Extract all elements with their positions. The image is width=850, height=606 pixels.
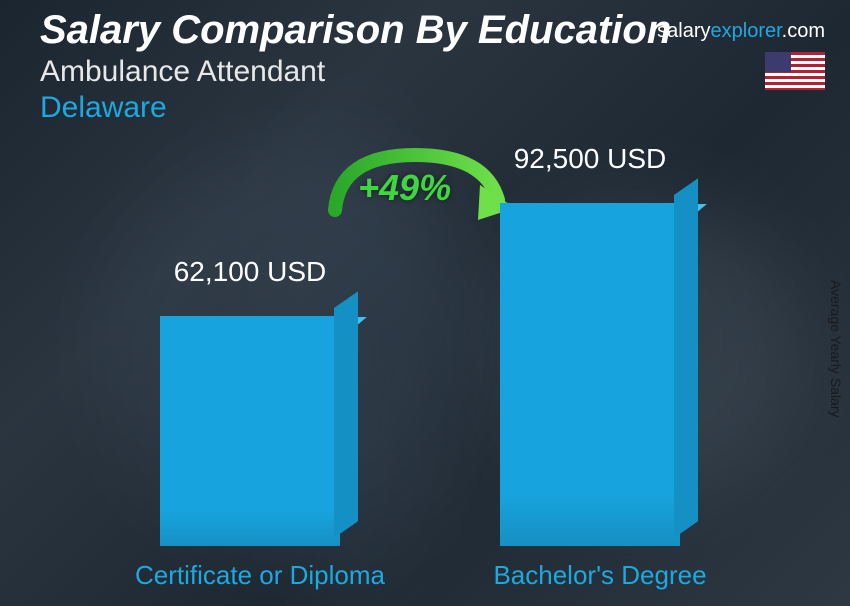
bar-value: 92,500 USD: [460, 143, 720, 175]
bar-front: [500, 203, 680, 546]
chart-area: +49% 62,100 USD Certificate or Diploma 9…: [0, 150, 850, 606]
percent-change-badge: +49%: [358, 167, 451, 209]
brand-part2: explorer: [711, 20, 782, 42]
brand-tld: .com: [782, 20, 825, 42]
brand-part1: salary: [657, 20, 710, 42]
bar-side: [674, 178, 698, 538]
bar: [500, 203, 680, 546]
bar-front: [160, 316, 340, 546]
bar-label: Bachelor's Degree: [450, 560, 750, 591]
flag-icon: [765, 52, 825, 90]
bar: [160, 316, 340, 546]
bar-side: [334, 291, 358, 538]
location-label: Delaware: [40, 91, 830, 125]
bar-label: Certificate or Diploma: [110, 560, 410, 591]
bar-value: 62,100 USD: [120, 256, 380, 288]
job-subtitle: Ambulance Attendant: [40, 55, 830, 89]
brand-logo: salaryexplorer.com: [657, 20, 825, 43]
